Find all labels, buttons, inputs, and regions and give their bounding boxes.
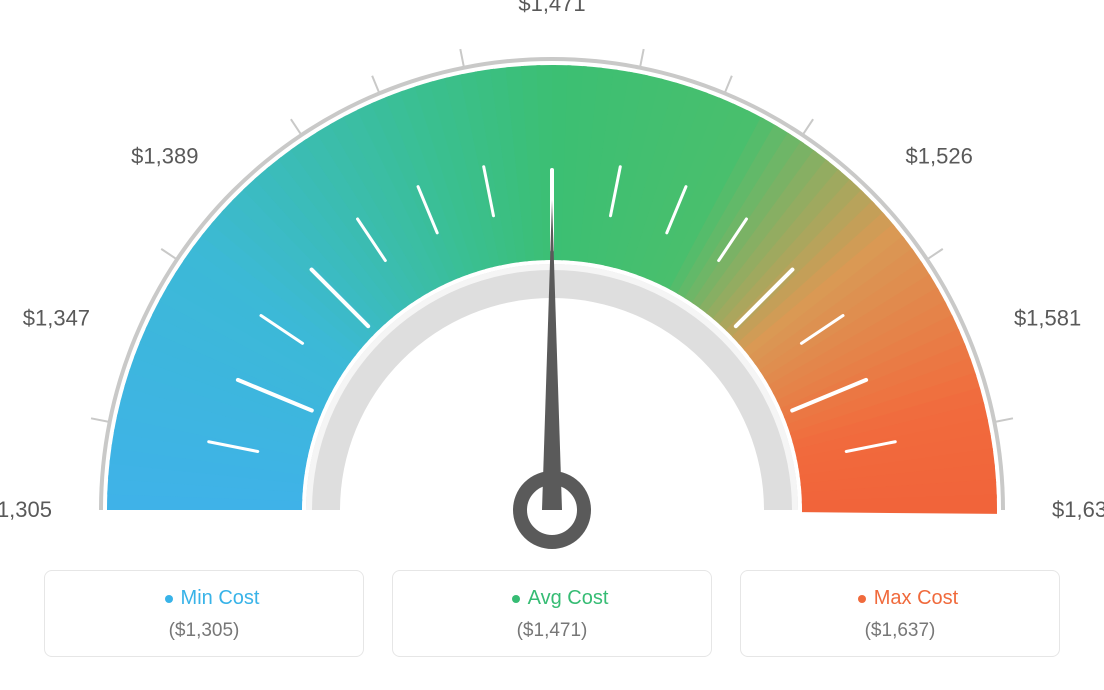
legend-card-min: Min Cost ($1,305) — [44, 570, 364, 657]
legend-card-max: Max Cost ($1,637) — [740, 570, 1060, 657]
legend-title-avg: Avg Cost — [496, 587, 609, 610]
gauge-tick-label: $1,581 — [1014, 306, 1081, 331]
gauge-tick-label: $1,305 — [0, 497, 52, 522]
legend-dot-avg — [512, 595, 520, 603]
legend-dot-min — [165, 595, 173, 603]
gauge-chart: $1,305 $1,347 $1,389 $1,471 $1,526 $1,581 $1,6… — [0, 0, 1104, 570]
legend-card-avg: Avg Cost ($1,471) — [392, 570, 712, 657]
legend-title-text: Max Cost — [874, 587, 958, 610]
gauge-tick-label: $1,637 — [1052, 497, 1104, 522]
gauge-tick-label: $1,471 — [518, 0, 585, 16]
legend-title-max: Max Cost — [842, 587, 958, 610]
legend: Min Cost ($1,305) Avg Cost ($1,471) Max Cost… — [0, 570, 1104, 657]
gauge-tick-label: $1,526 — [906, 143, 973, 168]
legend-title-min: Min Cost — [149, 587, 260, 610]
legend-title-text: Min Cost — [181, 587, 260, 610]
gauge-svg: $1,305 $1,347 $1,389 $1,471 $1,526 $1,581 $1,6… — [0, 0, 1104, 570]
gauge-tick-label: $1,389 — [131, 143, 198, 168]
legend-value-max: ($1,637) — [753, 620, 1047, 642]
legend-value-min: ($1,305) — [57, 620, 351, 642]
gauge-tick-label: $1,347 — [23, 306, 90, 331]
legend-value-avg: ($1,471) — [405, 620, 699, 642]
legend-dot-max — [858, 595, 866, 603]
legend-title-text: Avg Cost — [528, 587, 609, 610]
